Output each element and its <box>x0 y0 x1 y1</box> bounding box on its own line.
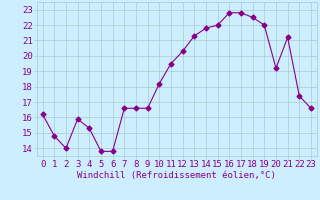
X-axis label: Windchill (Refroidissement éolien,°C): Windchill (Refroidissement éolien,°C) <box>77 171 276 180</box>
